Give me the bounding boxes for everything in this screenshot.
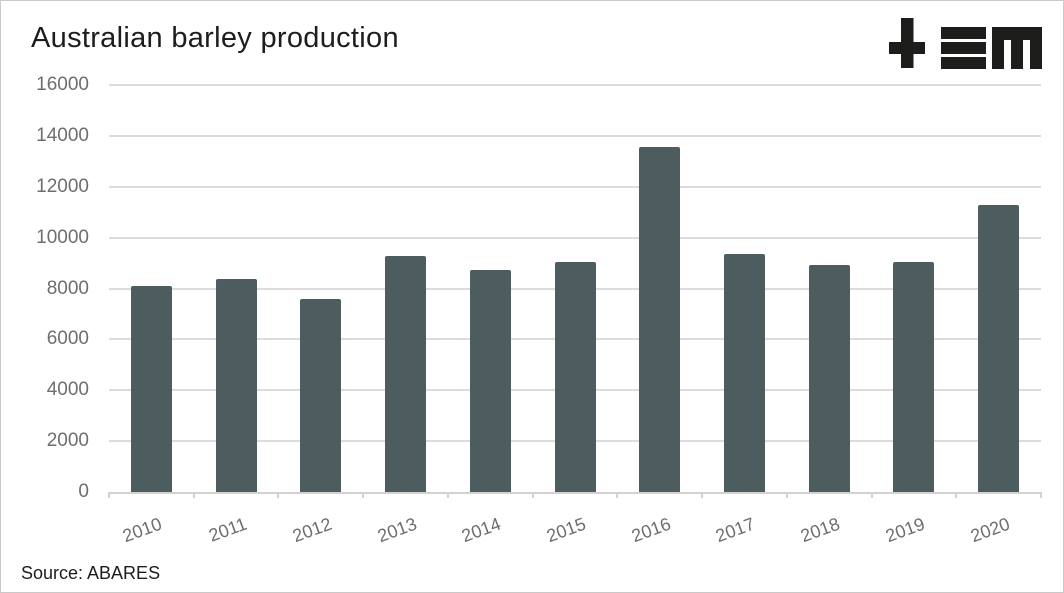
logo-e-bar: [941, 57, 986, 69]
x-axis-tick: [616, 492, 619, 498]
y-axis-label: 2000: [46, 430, 89, 452]
y-axis-label: 16000: [36, 74, 89, 95]
y-axis-label: 0: [78, 481, 89, 502]
x-axis-label-2018: 2018: [798, 513, 843, 547]
y-axis-label: 12000: [36, 175, 89, 197]
x-axis-tick: [870, 492, 873, 498]
bar-2018: [808, 265, 850, 492]
x-axis-label-2017: 2017: [713, 513, 758, 547]
gridline-16000: [109, 84, 1041, 86]
logo-m-leg: [1011, 27, 1023, 69]
x-axis-tick: [531, 492, 534, 498]
bar-2011: [215, 278, 257, 492]
bar-2014: [469, 270, 511, 492]
x-axis-tick: [192, 492, 195, 498]
y-axis-label: 14000: [36, 124, 89, 146]
gridline-14000: [109, 134, 1041, 137]
x-axis-tick: [701, 492, 704, 498]
x-axis-tick: [277, 492, 280, 498]
x-axis-label-2020: 2020: [967, 513, 1013, 547]
x-axis-line: [109, 492, 1041, 494]
logo-m-leg: [1030, 27, 1042, 69]
x-axis-label-2015: 2015: [543, 513, 589, 547]
chart-title: Australian barley production: [31, 22, 399, 54]
y-axis-label: 6000: [46, 328, 89, 350]
logo-e-bar: [941, 27, 986, 39]
x-axis-label-2010: 2010: [120, 513, 165, 547]
y-axis: 0 2000 4000 6000 8000 10000 12000 14000 16000: [1, 74, 89, 502]
x-axis-label-2012: 2012: [289, 513, 335, 547]
x-axis-tick: [1040, 492, 1042, 498]
x-axis-label-2019: 2019: [882, 513, 928, 547]
gridline-10000: [109, 236, 1041, 239]
y-axis-label: 4000: [46, 379, 89, 401]
gridline-12000: [109, 185, 1041, 188]
x-axis-tick: [362, 492, 365, 498]
x-axis-label-2011: 2011: [206, 513, 250, 546]
logo-e-bar: [941, 42, 986, 54]
x-axis-tick: [785, 492, 788, 498]
source-note: Source: ABARES: [21, 563, 161, 583]
logo-t-cross: [889, 42, 925, 54]
x-axis-tick: [108, 492, 110, 498]
bar-2012: [300, 299, 342, 492]
bar-2015: [554, 262, 596, 492]
tem-logo: [889, 18, 1042, 69]
bar-2013: [385, 256, 427, 492]
bar-2020: [978, 204, 1020, 492]
bar-2010: [130, 285, 172, 492]
x-axis-tick: [446, 492, 449, 498]
bar-2019: [893, 261, 935, 492]
y-axis-label: 8000: [46, 277, 89, 299]
bar-2016: [639, 147, 681, 492]
bar-2017: [723, 254, 765, 492]
bar-chart-plot-area: 2010 2011 2012 2013 2014 2015 2016 2017 2018 2019…: [108, 84, 1042, 546]
x-axis-label-2016: 2016: [628, 513, 674, 547]
x-axis-label-2013: 2013: [374, 513, 419, 547]
logo-m-leg: [992, 27, 1004, 69]
x-axis-label-2014: 2014: [459, 513, 504, 547]
y-axis-label: 10000: [36, 226, 89, 248]
x-axis-tick: [955, 492, 958, 498]
